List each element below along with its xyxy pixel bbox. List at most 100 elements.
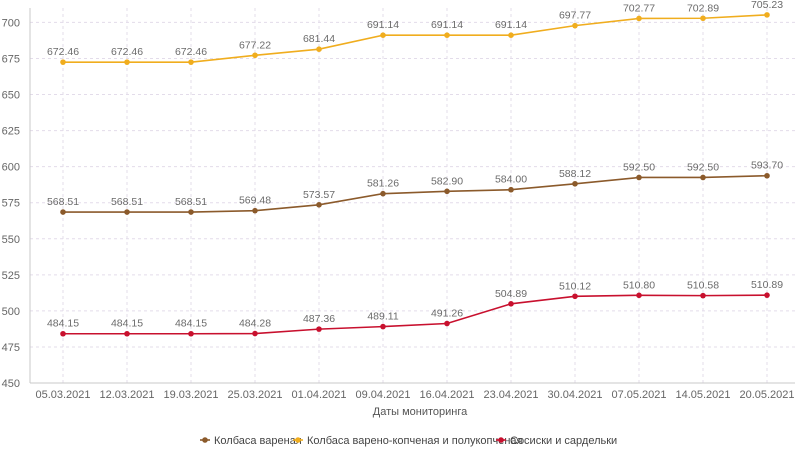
data-label: 487.36 <box>303 313 335 325</box>
x-axis-title: Даты мониторинга <box>373 406 468 418</box>
data-point[interactable] <box>188 330 194 337</box>
y-tick-label: 500 <box>2 306 20 318</box>
x-tick-label: 19.03.2021 <box>163 389 218 401</box>
data-point[interactable] <box>188 59 194 65</box>
x-tick-label: 01.04.2021 <box>291 389 346 401</box>
data-label: 702.77 <box>623 2 655 14</box>
data-point[interactable] <box>316 201 322 208</box>
y-tick-label: 600 <box>2 162 20 174</box>
data-label: 568.51 <box>47 196 79 208</box>
data-point[interactable] <box>572 293 578 300</box>
x-tick-label: 23.04.2021 <box>483 389 538 401</box>
data-point[interactable] <box>636 292 642 299</box>
data-label: 484.15 <box>111 318 143 330</box>
data-point[interactable] <box>508 32 514 39</box>
data-point[interactable] <box>60 59 66 65</box>
data-point[interactable] <box>252 52 258 59</box>
series-line-2 <box>63 14 768 63</box>
data-label-layer: 568.51 568.51 568.51 569.48 573.57 581.26 582.… <box>47 0 783 330</box>
data-point[interactable] <box>700 15 706 22</box>
data-label: 510.12 <box>559 280 591 292</box>
legend-item[interactable]: Колбаса варено-копченая и полукопченая <box>293 435 523 447</box>
data-label: 584.00 <box>495 174 527 186</box>
data-point[interactable] <box>764 292 770 298</box>
data-label: 510.89 <box>751 279 783 291</box>
data-label: 573.57 <box>303 189 335 201</box>
data-label: 568.51 <box>111 196 143 208</box>
x-tick-label: 16.04.2021 <box>419 389 474 401</box>
axis-layer: 450 475 500 525 550 575 600 625 650 675 700 05.03.2… <box>2 8 795 401</box>
data-point[interactable] <box>444 188 450 195</box>
y-tick-label: 675 <box>2 53 20 65</box>
data-point[interactable] <box>316 46 322 52</box>
data-point[interactable] <box>124 209 130 215</box>
y-tick-label: 550 <box>2 234 20 246</box>
legend-item[interactable]: Колбаса вареная <box>200 435 302 447</box>
data-label: 697.77 <box>559 10 591 22</box>
legend-label: Сосиски и сардельки <box>510 435 617 447</box>
legend: Колбаса вареная Колбаса варено-копченая и… <box>200 435 617 447</box>
data-point[interactable] <box>444 32 450 39</box>
y-tick-label: 575 <box>2 198 20 210</box>
y-tick-label: 525 <box>2 270 20 282</box>
data-point[interactable] <box>572 180 578 187</box>
data-label: 592.50 <box>687 161 719 173</box>
y-tick-label: 650 <box>2 90 20 102</box>
data-label: 677.22 <box>239 39 271 51</box>
y-tick-label: 450 <box>2 378 20 390</box>
data-point[interactable] <box>252 207 258 214</box>
grid-layer <box>30 8 795 384</box>
legend-marker <box>498 437 504 443</box>
data-label: 504.89 <box>495 288 527 300</box>
series-layer <box>60 12 770 337</box>
data-label: 672.46 <box>47 46 79 58</box>
x-tick-label: 30.04.2021 <box>547 389 602 401</box>
data-label: 510.80 <box>623 279 655 291</box>
series-line-1 <box>63 174 768 213</box>
data-label: 588.12 <box>559 168 591 180</box>
data-label: 491.26 <box>431 307 463 319</box>
data-point[interactable] <box>380 323 386 330</box>
data-label: 592.50 <box>623 161 655 173</box>
data-point[interactable] <box>444 320 450 327</box>
data-point[interactable] <box>508 301 514 307</box>
data-label: 489.11 <box>367 311 398 323</box>
data-label: 510.58 <box>687 280 719 292</box>
data-point[interactable] <box>316 326 322 332</box>
x-tick-label: 25.03.2021 <box>227 389 282 401</box>
data-point[interactable] <box>124 330 130 337</box>
data-point[interactable] <box>764 172 770 179</box>
legend-marker <box>295 437 301 443</box>
x-tick-label: 09.04.2021 <box>355 389 410 401</box>
data-label: 581.26 <box>367 178 399 190</box>
data-label: 691.14 <box>431 19 463 31</box>
data-point[interactable] <box>572 22 578 29</box>
data-point[interactable] <box>636 15 642 22</box>
data-point[interactable] <box>380 32 386 39</box>
legend-label: Колбаса вареная <box>214 435 302 447</box>
x-tick-label: 14.05.2021 <box>675 389 730 401</box>
x-tick-label: 12.03.2021 <box>99 389 154 401</box>
data-label: 484.15 <box>175 318 207 330</box>
y-tick-label: 475 <box>2 342 20 354</box>
data-point[interactable] <box>636 174 642 181</box>
data-label: 672.46 <box>111 46 143 58</box>
data-label: 582.90 <box>431 175 463 187</box>
data-point[interactable] <box>60 330 66 337</box>
data-point[interactable] <box>60 209 66 215</box>
legend-marker <box>202 437 208 443</box>
data-point[interactable] <box>764 12 770 18</box>
x-tick-label: 05.03.2021 <box>35 389 90 401</box>
data-point[interactable] <box>700 292 706 299</box>
data-point[interactable] <box>700 174 706 181</box>
data-point[interactable] <box>188 209 194 215</box>
data-point[interactable] <box>380 190 386 197</box>
data-point[interactable] <box>508 186 514 193</box>
legend-label: Колбаса варено-копченая и полукопченая <box>307 435 523 447</box>
data-label: 568.51 <box>175 196 207 208</box>
legend-item[interactable]: Сосиски и сардельки <box>496 435 617 447</box>
data-label: 691.14 <box>367 19 399 31</box>
data-point[interactable] <box>252 330 258 337</box>
data-point[interactable] <box>124 59 130 65</box>
